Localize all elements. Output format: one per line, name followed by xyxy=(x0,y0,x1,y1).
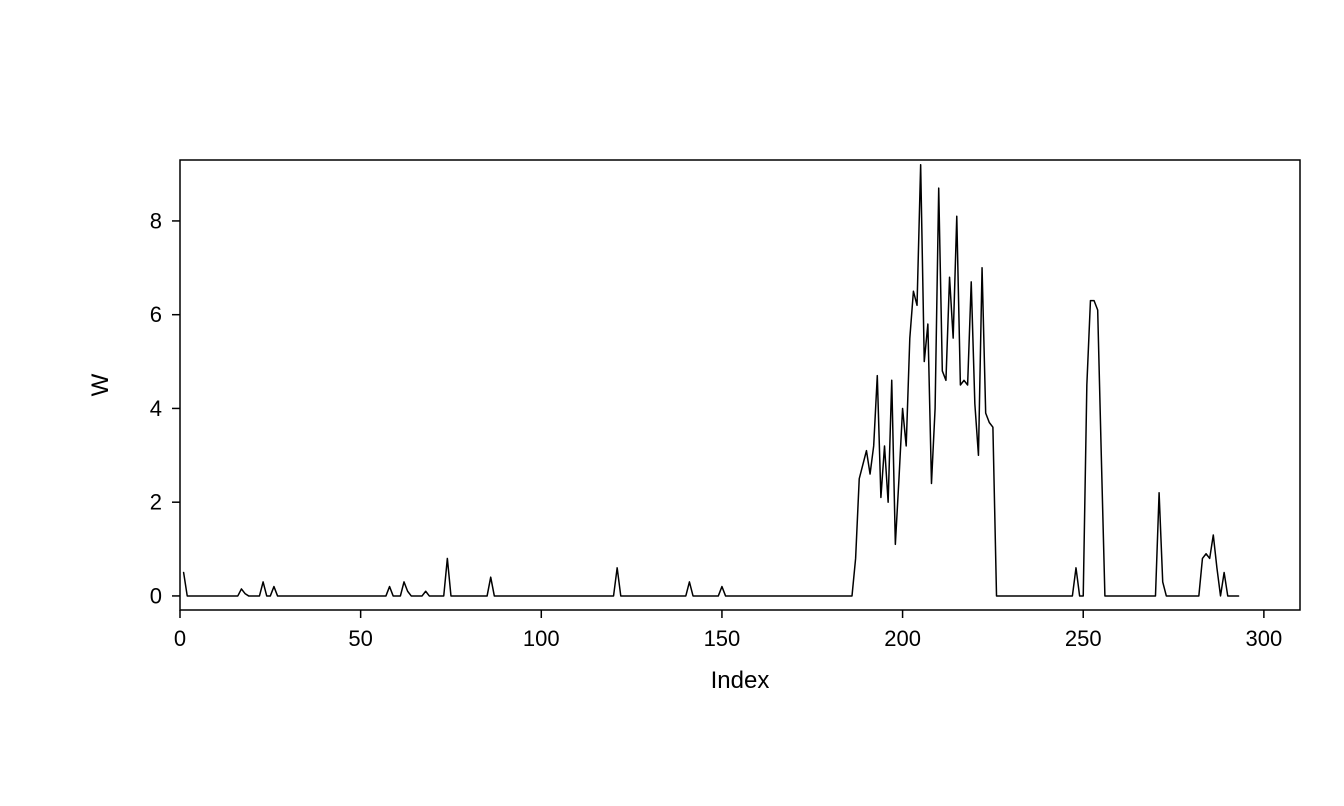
x-tick-label: 300 xyxy=(1246,626,1283,651)
x-axis-label: Index xyxy=(711,667,770,694)
x-tick-label: 50 xyxy=(348,626,372,651)
x-tick-label: 100 xyxy=(523,626,560,651)
y-tick-label: 2 xyxy=(150,490,162,515)
y-tick-label: 6 xyxy=(150,302,162,327)
x-tick-label: 150 xyxy=(704,626,741,651)
x-tick-label: 250 xyxy=(1065,626,1102,651)
x-tick-label: 0 xyxy=(174,626,186,651)
x-tick-label: 200 xyxy=(884,626,921,651)
y-tick-label: 8 xyxy=(150,208,162,233)
y-tick-label: 0 xyxy=(150,583,162,608)
y-axis-label: W xyxy=(87,373,114,396)
y-tick-label: 4 xyxy=(150,396,162,421)
chart-container: 0 50 100 150 200 250 300 0 2 4 6 8 Index W xyxy=(0,0,1344,806)
line-chart: 0 50 100 150 200 250 300 0 2 4 6 8 Index W xyxy=(0,0,1344,806)
chart-background xyxy=(0,0,1344,806)
